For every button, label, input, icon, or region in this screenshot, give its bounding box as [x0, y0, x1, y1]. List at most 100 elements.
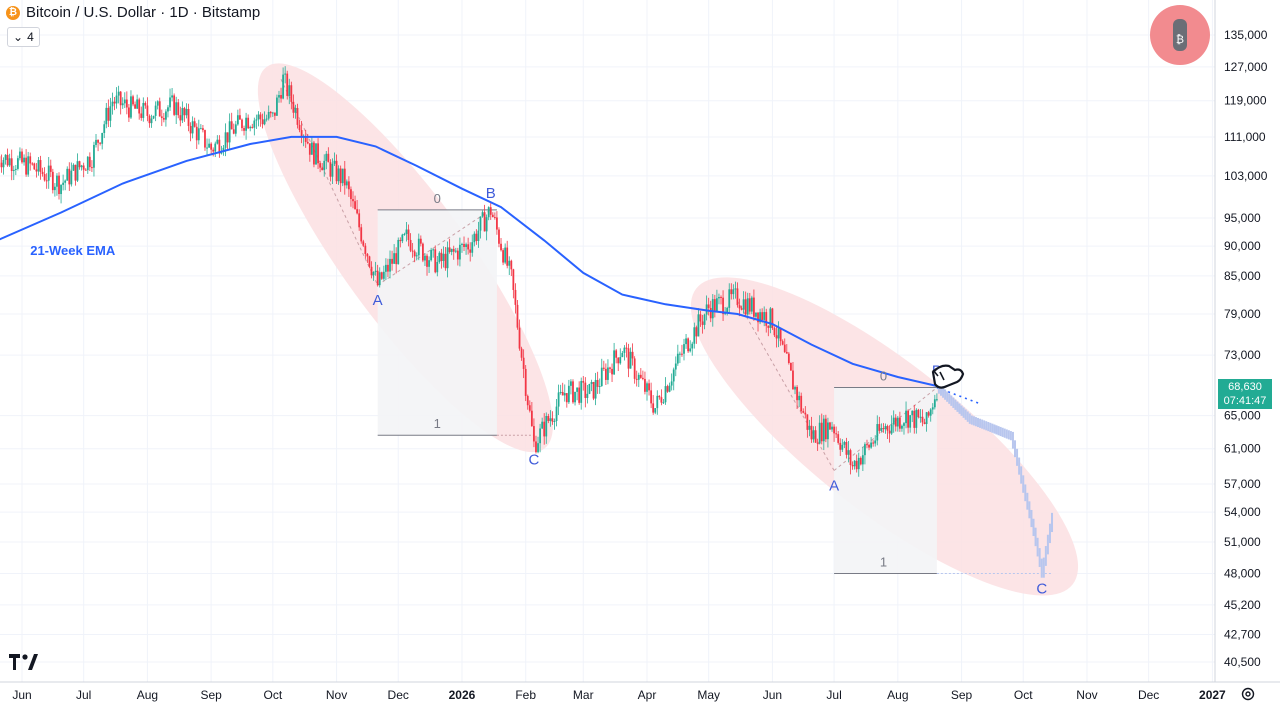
ema-series: [0, 135, 938, 387]
candle-body: [251, 126, 254, 128]
candle-body: [567, 385, 570, 403]
candle-body: [746, 298, 749, 315]
candle-body: [461, 243, 463, 245]
wave-label: A: [829, 477, 839, 494]
fib-level-label: 0: [434, 191, 441, 206]
price-axis[interactable]: 135,000 127,000 119,000 111,000 103,000 95,00…: [1214, 0, 1268, 682]
candle-body: [432, 249, 435, 251]
candle-body: [230, 121, 233, 130]
candle-body: [851, 465, 854, 467]
candle-body: [483, 212, 486, 232]
candle-body: [901, 425, 903, 429]
candle-body: [728, 289, 731, 308]
projection-bar: [1044, 546, 1047, 566]
candle-body: [130, 96, 132, 118]
candle-body: [658, 395, 661, 398]
candle-body: [935, 399, 938, 401]
candle-body: [333, 160, 336, 164]
gear-icon[interactable]: [1240, 686, 1256, 702]
candle-body: [810, 425, 813, 440]
candle-body: [866, 444, 868, 446]
candle-body: [824, 418, 827, 440]
candle-body: [446, 247, 449, 269]
candle-body: [56, 175, 58, 187]
avatar[interactable]: ₿: [1150, 5, 1210, 65]
candle-body: [241, 119, 243, 129]
candle-body: [894, 417, 897, 427]
y-tick-label: 135,000: [1224, 28, 1268, 42]
candle-body: [872, 442, 875, 444]
x-tick-label: Mar: [573, 688, 594, 702]
candle-body: [300, 130, 303, 138]
candle-body: [111, 101, 114, 107]
candle-body: [91, 167, 93, 169]
candle-body: [121, 103, 124, 106]
candle-body: [426, 255, 428, 267]
candle-body: [676, 353, 679, 364]
candle-body: [604, 368, 607, 380]
candle-body: [861, 455, 864, 465]
projection-bar: [1011, 431, 1014, 449]
projection-bar: [942, 387, 945, 398]
time-axis[interactable]: Jun Jul Aug Sep Oct Nov Dec 2026 Feb Mar Apr May Jun…: [0, 681, 1280, 702]
candle-body: [358, 213, 361, 228]
candle-body: [716, 298, 718, 312]
candle-body: [691, 343, 694, 349]
tradingview-logo-icon[interactable]: [9, 653, 39, 676]
candle-body: [0, 162, 3, 168]
candle-body: [504, 247, 507, 263]
candle-body: [849, 450, 852, 466]
candle-body: [886, 425, 889, 431]
candle-body: [481, 212, 484, 217]
candle-body: [818, 422, 821, 444]
candle-body: [31, 163, 34, 165]
candle-body: [496, 217, 498, 230]
y-tick-label: 54,000: [1224, 505, 1261, 519]
candle-body: [781, 341, 784, 345]
candle-body: [650, 390, 653, 404]
candle-body: [631, 351, 634, 359]
candle-body: [27, 156, 30, 175]
x-tick-label: Oct: [1014, 688, 1033, 702]
candle-body: [199, 128, 202, 130]
candle-body: [923, 422, 926, 425]
candle-body: [202, 128, 204, 131]
candle-body: [37, 160, 40, 172]
symbol-title[interactable]: Bitcoin / U.S. Dollar · 1D · Bitstamp: [26, 4, 261, 21]
candle-body: [438, 252, 441, 262]
candle-body: [681, 353, 683, 355]
candle-body: [165, 111, 167, 120]
candle-body: [475, 233, 478, 241]
projection-bar: [1003, 428, 1006, 438]
candle-body: [613, 350, 616, 375]
candle-body: [884, 425, 887, 430]
candle-body: [808, 425, 811, 430]
candle-body: [134, 104, 136, 109]
candle-body: [374, 270, 377, 272]
candle-body: [380, 272, 383, 279]
candle-body: [627, 348, 630, 369]
candle-body: [785, 351, 788, 354]
candle-body: [97, 139, 99, 143]
candle-body: [779, 328, 782, 342]
projection-bar: [989, 422, 992, 432]
candle-body: [498, 229, 500, 244]
candle-body: [347, 181, 350, 190]
indicators-toggle[interactable]: ⌄ 4: [7, 27, 40, 47]
candle-body: [467, 244, 470, 250]
candle-body: [263, 119, 266, 125]
candle-body: [399, 239, 402, 242]
x-tick-label: May: [697, 688, 720, 702]
projection-bar: [987, 422, 990, 432]
candle-body: [757, 312, 759, 323]
candle-body: [185, 108, 188, 116]
candle-body: [898, 417, 901, 429]
candle-body: [265, 118, 268, 120]
candle-body: [364, 245, 367, 254]
candle-body: [138, 99, 141, 114]
x-tick-label: 2027: [1199, 688, 1226, 702]
candle-body: [74, 164, 77, 181]
candle-body: [543, 421, 546, 437]
candle-body: [911, 410, 914, 416]
